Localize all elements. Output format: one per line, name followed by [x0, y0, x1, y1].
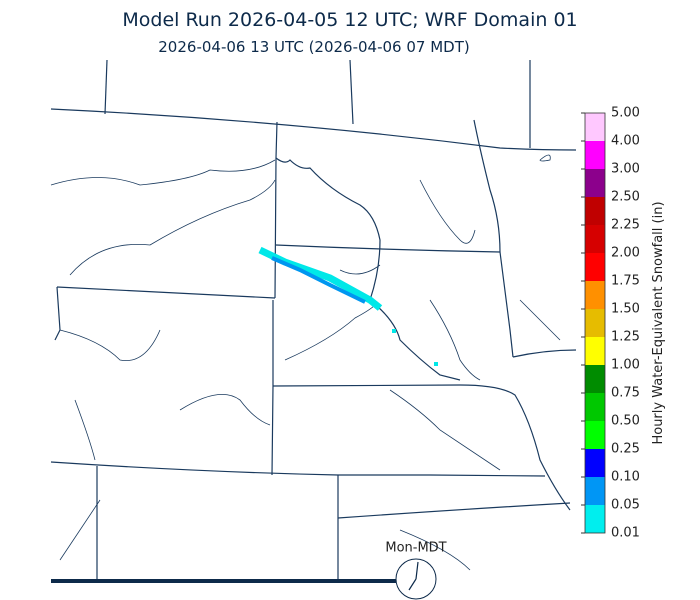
- colorbar-bin: [585, 337, 605, 365]
- colorbar-tick-label: 5.00: [611, 106, 640, 121]
- colorbar-bin: [585, 281, 605, 309]
- colorbar-bin: [585, 393, 605, 421]
- colorbar-bin: [585, 421, 605, 449]
- colorbar-tick-label: 3.00: [611, 162, 640, 177]
- colorbar-frame: [584, 112, 606, 534]
- colorbar-tick-label: 4.00: [611, 134, 640, 149]
- colorbar-tick-label: 1.50: [611, 302, 640, 317]
- colorbar-bin: [585, 113, 605, 141]
- colorbar-bin: [585, 449, 605, 477]
- colorbar-tick-label: 2.25: [611, 218, 640, 233]
- colorbar-tick-label: 0.01: [611, 526, 640, 541]
- colorbar-tick-label: 0.50: [611, 414, 640, 429]
- map: [50, 59, 577, 580]
- colorbar-bin: [585, 309, 605, 337]
- title: Model Run 2026-04-05 12 UTC; WRF Domain …: [122, 9, 577, 31]
- colorbar-bin: [585, 477, 605, 505]
- colorbar-tick-label: 1.75: [611, 274, 640, 289]
- colorbar-tick-label: 1.25: [611, 330, 640, 345]
- colorbar-bin: [585, 365, 605, 393]
- colorbar-label: Hourly Water-Equivalent Snowfall (in): [651, 201, 666, 444]
- colorbar-bin: [585, 169, 605, 197]
- colorbar-tick-label: 0.75: [611, 386, 640, 401]
- colorbar-tick-label: 1.00: [611, 358, 640, 373]
- colorbar-bin: [585, 197, 605, 225]
- colorbar-bin: [585, 141, 605, 169]
- colorbar-bin: [585, 253, 605, 281]
- colorbar-tick-label: 0.05: [611, 498, 640, 513]
- colorbar: 0.01 0.05 0.10 0.25 0.50 0.75 1.00 1.25 1.50 1.75…: [581, 106, 640, 541]
- colorbar-bin: [585, 505, 605, 533]
- colorbar-bin: [585, 225, 605, 253]
- colorbar-tick-label: 2.00: [611, 246, 640, 261]
- colorbar-tick-label: 0.10: [611, 470, 640, 485]
- clock-label: Mon-MDT: [385, 541, 446, 556]
- subtitle: 2026-04-06 13 UTC (2026-04-06 07 MDT): [158, 38, 469, 56]
- colorbar-tick-label: 0.25: [611, 442, 640, 457]
- colorbar-tick-label: 2.50: [611, 190, 640, 205]
